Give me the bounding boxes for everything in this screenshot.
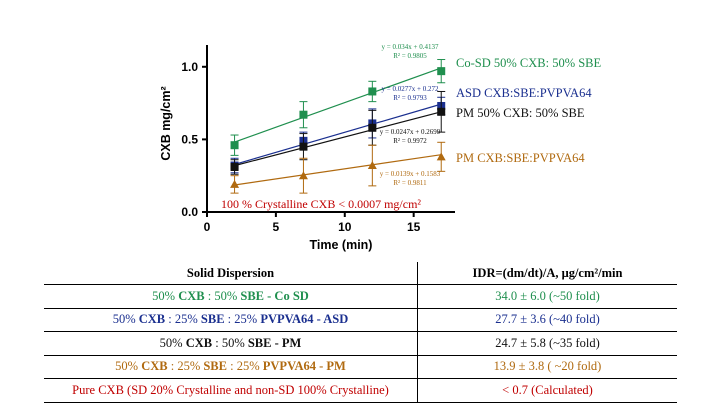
data-point (437, 107, 446, 116)
dispersion-text: : 25% (227, 359, 263, 374)
dispersion-text: SBE (200, 312, 225, 327)
trendline-r2: R² = 0.9811 (393, 179, 427, 187)
trendline-r2: R² = 0.9793 (393, 94, 427, 102)
trendline (234, 154, 442, 186)
dispersion-text: PVPVA64 - PM (262, 359, 346, 374)
table-header-row: Solid Dispersion IDR=(dm/dt)/A, μg/cm²/m… (44, 262, 677, 285)
dispersion-text: : 25% (224, 312, 261, 327)
dispersion-cell: 50% CXB : 50% SBE - Co SD (44, 284, 418, 309)
dispersion-cell: 50% CXB : 50% SBE - PM (44, 331, 418, 356)
idr-value-cell: 27.7 ± 3.6 (~40 fold) (417, 308, 677, 332)
series-label: PM 50% CXB: 50% SBE (456, 106, 585, 120)
idr-table-container: Solid Dispersion IDR=(dm/dt)/A, μg/cm²/m… (44, 262, 677, 403)
data-point (299, 110, 308, 119)
table-row: 50% CXB : 50% SBE - Co SD 34.0 ± 6.0 (~50… (44, 284, 677, 309)
x-tick-label: 15 (407, 220, 421, 234)
data-point (367, 161, 377, 170)
trendline-equation: y = 0.0247x + 0.2699 (380, 128, 441, 136)
trendline-r2: R² = 0.9972 (393, 137, 427, 145)
data-point (437, 67, 446, 76)
dispersion-text: PVPVA64 - ASD (260, 312, 349, 327)
trendline-equation: y = 0.0277x + 0.272 (382, 85, 439, 93)
data-point (230, 162, 239, 171)
table-row: 50% CXB : 25% SBE : 25% PVPVA64 - PM 13.9… (44, 355, 677, 379)
data-point (298, 171, 308, 180)
y-tick-label: 0.5 (181, 132, 198, 146)
table-row: 50% CXB : 25% SBE : 25% PVPVA64 - ASD 27.… (44, 308, 677, 332)
x-tick-label: 5 (273, 220, 280, 234)
dispersion-cell: 50% CXB : 25% SBE : 25% PVPVA64 - PM (44, 355, 418, 379)
trendline-equation: y = 0.0139x + 0.1583 (380, 170, 441, 178)
dispersion-text: CXB (138, 312, 166, 327)
trendline (234, 67, 442, 143)
dispersion-cell: Pure CXB (SD 20% Crystalline and non-SD … (44, 378, 418, 403)
trendline (234, 103, 442, 166)
dispersion-text: CXB (178, 288, 205, 303)
dispersion-text: Pure CXB (SD 20% Crystalline and non-SD … (72, 382, 389, 397)
data-point (368, 87, 377, 96)
table-row: Pure CXB (SD 20% Crystalline and non-SD … (44, 378, 677, 403)
dispersion-text: 50% (115, 359, 142, 374)
data-point (368, 123, 377, 132)
data-point (230, 141, 239, 150)
data-point (436, 152, 446, 161)
trendline-equation: y = 0.034x + 0.4137 (382, 43, 439, 51)
y-tick-label: 0.0 (181, 205, 198, 219)
x-axis-label: Time (min) (310, 238, 373, 252)
dispersion-text: : 50% (204, 288, 241, 303)
dispersion-text: : 25% (167, 359, 204, 374)
dispersion-text: SBE - Co SD (240, 288, 309, 303)
dispersion-text: : 25% (165, 312, 201, 327)
dispersion-text: 50% (159, 335, 186, 350)
y-axis-label: CXB mg/cm² (159, 86, 173, 160)
data-point (230, 179, 240, 188)
series-label: ASD CXB:SBE:PVPVA64 (456, 86, 592, 100)
dispersion-cell: 50% CXB : 25% SBE : 25% PVPVA64 - ASD (44, 308, 418, 332)
idr-value-cell: 34.0 ± 6.0 (~50 fold) (417, 284, 677, 309)
dispersion-text: 50% (112, 312, 139, 327)
idr-value-cell: 24.7 ± 5.8 (~35 fold) (417, 331, 677, 356)
table-row: 50% CXB : 50% SBE - PM 24.7 ± 5.8 (~35 fo… (44, 331, 677, 356)
dispersion-text: : 50% (212, 335, 248, 350)
dispersion-text: 50% (152, 288, 179, 303)
header-idr: IDR=(dm/dt)/A, μg/cm²/min (417, 262, 677, 285)
series-label: Co-SD 50% CXB: 50% SBE (456, 56, 602, 70)
header-solid-dispersion: Solid Dispersion (44, 262, 418, 285)
crystalline-annotation: 100 % Crystalline CXB < 0.0007 mg/cm² (221, 197, 421, 211)
idr-table: Solid Dispersion IDR=(dm/dt)/A, μg/cm²/m… (44, 262, 677, 403)
dispersion-text: SBE (203, 359, 227, 374)
data-point (299, 142, 308, 151)
dispersion-text: CXB (141, 359, 168, 374)
series-label: PM CXB:SBE:PVPVA64 (456, 151, 585, 165)
dissolution-chart: 0.0 0.5 1.0 0 5 10 15 Time (min) CXB mg/cm² y = 0… (159, 43, 602, 252)
y-tick-label: 1.0 (181, 60, 198, 74)
idr-value-cell: 13.9 ± 3.8 ( ~20 fold) (417, 355, 677, 379)
trendline (234, 111, 442, 167)
dispersion-text: SBE - PM (247, 335, 302, 350)
x-tick-label: 0 (204, 220, 211, 234)
x-tick-label: 10 (338, 220, 352, 234)
dispersion-text: CXB (185, 335, 213, 350)
idr-value-cell: < 0.7 (Calculated) (417, 378, 677, 403)
trendline-r2: R² = 0.9805 (393, 52, 427, 60)
